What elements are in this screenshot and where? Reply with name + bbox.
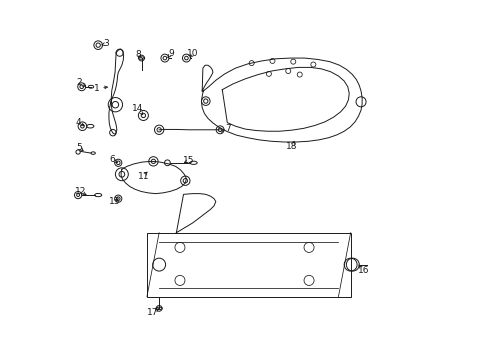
Text: 9: 9 xyxy=(168,49,174,58)
Text: 11: 11 xyxy=(137,172,149,181)
Text: 5: 5 xyxy=(76,143,81,152)
Text: 13: 13 xyxy=(109,197,120,206)
Text: 15: 15 xyxy=(183,156,194,165)
Text: 8: 8 xyxy=(136,50,142,59)
Text: 3: 3 xyxy=(103,39,109,48)
Text: 18: 18 xyxy=(285,142,297,151)
Text: 1: 1 xyxy=(94,84,100,93)
Text: 12: 12 xyxy=(74,187,86,196)
Text: 10: 10 xyxy=(187,49,198,58)
Text: 2: 2 xyxy=(76,78,81,87)
Text: 7: 7 xyxy=(225,124,231,133)
Text: 4: 4 xyxy=(76,118,81,127)
Text: 14: 14 xyxy=(132,104,143,113)
Text: 6: 6 xyxy=(109,156,115,165)
Text: 16: 16 xyxy=(357,266,368,275)
Text: 17: 17 xyxy=(147,308,159,317)
Bar xyxy=(147,233,350,297)
